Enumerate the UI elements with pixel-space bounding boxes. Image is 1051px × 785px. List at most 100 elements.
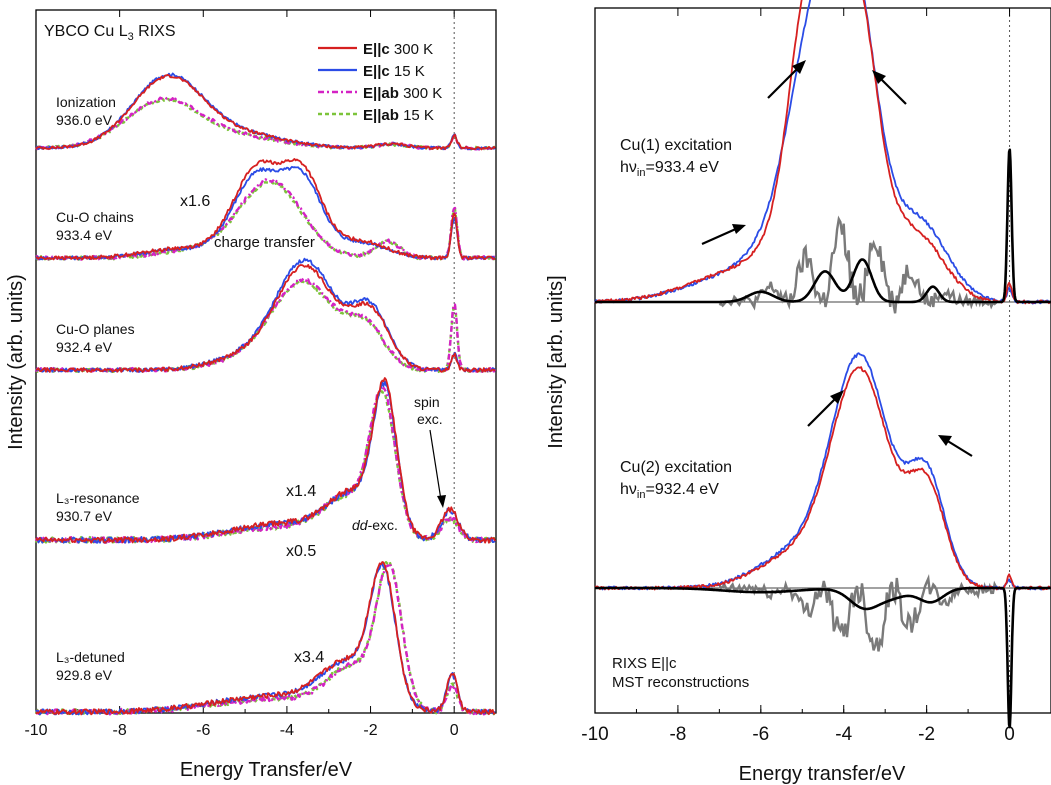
right-x-tick-label: -4 [835,724,852,745]
left-plot-frame [35,9,497,714]
arrow-cu1-low-energy-head [732,224,746,234]
scale-label-chains: x1.6 [180,193,210,210]
arrow-cu1-left-peak [767,60,806,99]
curve-ab300 [35,561,496,716]
cu1-label-line1: Cu(1) excitation [620,137,732,154]
dd-italic-part: dd [352,517,369,533]
cu2-label-line2: hνin=932.4 eV [620,481,719,501]
legend-rest-c300: 300 K [390,41,433,58]
cu1-hv-prefix: hν [620,159,637,176]
cu2-label-line1: Cu(2) excitation [620,459,732,476]
curve-c15 [35,563,496,716]
panel-label-resonance: L₃-resonance [56,490,140,506]
left-y-axis-title: Intensity (arb. units) [5,274,27,450]
scale-label-resonance-ab: x0.5 [286,543,316,560]
legend-rest-ab15: 15 K [399,107,434,124]
arrow-cu1-low-energy [701,224,746,246]
right-x-axis-title: Energy transfer/eV [739,763,906,785]
left-x-tick-label: -6 [196,722,210,739]
rixs-note-line1: RIXS E||c [612,655,677,672]
legend-rest-c15: 15 K [390,63,425,80]
arrow-cu2-main-peak [807,390,844,427]
legend-label-ab15: E||ab 15 K [363,107,434,124]
cu1-hv-sub: in [637,167,646,179]
legend-label-c15: E||c 15 K [363,63,425,80]
mst-reconstruction-curve [594,148,1051,304]
curve-ab15 [34,561,497,716]
spin-exc-label-line2: exc. [417,411,443,427]
panel-energy-planes: 932.4 eV [56,339,113,355]
right-x-tick-label: -10 [581,724,608,745]
legend-entry-ab15: E||ab 15 K [318,107,434,124]
rixs-note-line2: MST reconstructions [612,674,749,691]
charge-transfer-label: charge transfer [214,234,315,251]
curve-c300 [35,74,496,151]
left-annotations: x1.6 charge transfer x1.4 x0.5 dd-exc. s… [180,193,446,666]
arrow-cu2-main-peak-head [830,390,844,404]
mst-reconstruction-curve [594,586,1051,729]
cu2-hv-prefix: hν [620,481,637,498]
curve-c15 [35,380,496,544]
curve-ab15 [35,180,497,261]
left-x-tick-label: -10 [24,722,47,739]
left-x-axis-title: Energy Transfer/eV [180,759,353,781]
legend-bold-ab300: E||ab [363,85,399,102]
arrow-cu1-left-peak-shaft [767,65,801,99]
cu2-hv-value: =932.4 eV [645,481,719,498]
right-chart: Cu(1) excitation hνin=933.4 eV Cu(2) exc… [545,0,1051,785]
cu1-hv-value: =933.4 eV [645,159,719,176]
curve-c300 [594,0,1051,305]
left-legend: E||c 300 K E||c 15 K E||ab 300 K E||ab 1… [318,41,442,124]
panel-energy-chains: 933.4 eV [56,227,113,243]
left-panel-labels: Ionization 936.0 eV Cu-O chains 933.4 eV… [56,94,140,683]
arrow-cu2-shoulder [938,435,973,457]
right-arrows [701,60,973,457]
left-chart: YBCO Cu L3 RIXS E||c 300 K E||c 15 K E||… [5,9,497,781]
legend-entry-ab300: E||ab 300 K [318,85,442,102]
legend-entry-c15: E||c 15 K [318,63,425,80]
legend-entry-c300: E||c 300 K [318,41,433,58]
panel-energy-resonance: 930.7 eV [56,508,113,524]
dd-excitation-label: dd-exc. [352,517,398,533]
arrow-cu2-shoulder-shaft [945,439,973,457]
spin-exc-arrowhead [437,495,446,508]
right-x-tick-label: -6 [752,724,769,745]
spin-exc-arrow-line [429,429,442,501]
legend-label-c300: E||c 300 K [363,41,433,58]
panel-label-planes: Cu-O planes [56,321,135,337]
legend-bold-c15: E||c [363,63,390,80]
curve-c300 [35,377,497,544]
difference-curve [718,215,998,314]
right-x-tick-label: -8 [669,724,686,745]
right-x-tick-label: 0 [1004,724,1015,745]
arrow-cu2-shoulder-head [938,435,952,446]
panel-energy-ionization: 936.0 eV [56,112,113,128]
panel-label-ionization: Ionization [56,94,116,110]
legend-bold-ab15: E||ab [363,107,399,124]
arrow-cu1-right-peak-head [872,70,886,84]
arrow-cu1-right-peak [872,70,907,105]
panel-label-chains: Cu-O chains [56,209,134,225]
spin-exc-label-line1: spin [414,394,440,410]
right-curves [594,0,1051,729]
arrow-cu2-main-peak-shaft [807,395,839,427]
legend-bold-c300: E||c [363,41,390,58]
right-y-axis-title: Intensity [arb. units] [545,275,567,448]
curve-c15 [594,0,1051,305]
cu1-label-line2: hνin=933.4 eV [620,159,719,179]
left-chart-title: YBCO Cu L3 RIXS [44,23,176,43]
arrow-cu1-right-peak-shaft [877,75,907,105]
left-x-tick-label: -8 [113,722,127,739]
legend-label-ab300: E||ab 300 K [363,85,442,102]
right-x-ticks: -10 -8 -6 -4 -2 0 [581,8,1051,745]
curve-c300 [594,366,1051,591]
curve-c300 [35,561,496,716]
left-x-tick-label: -2 [363,722,377,739]
curve-c300 [35,158,496,261]
arrow-cu1-low-energy-shaft [701,226,739,246]
difference-curve [718,573,998,652]
dd-rest-part: -exc. [368,517,398,533]
panel-energy-detuned: 929.8 eV [56,667,113,683]
left-x-tick-label: 0 [450,722,459,739]
